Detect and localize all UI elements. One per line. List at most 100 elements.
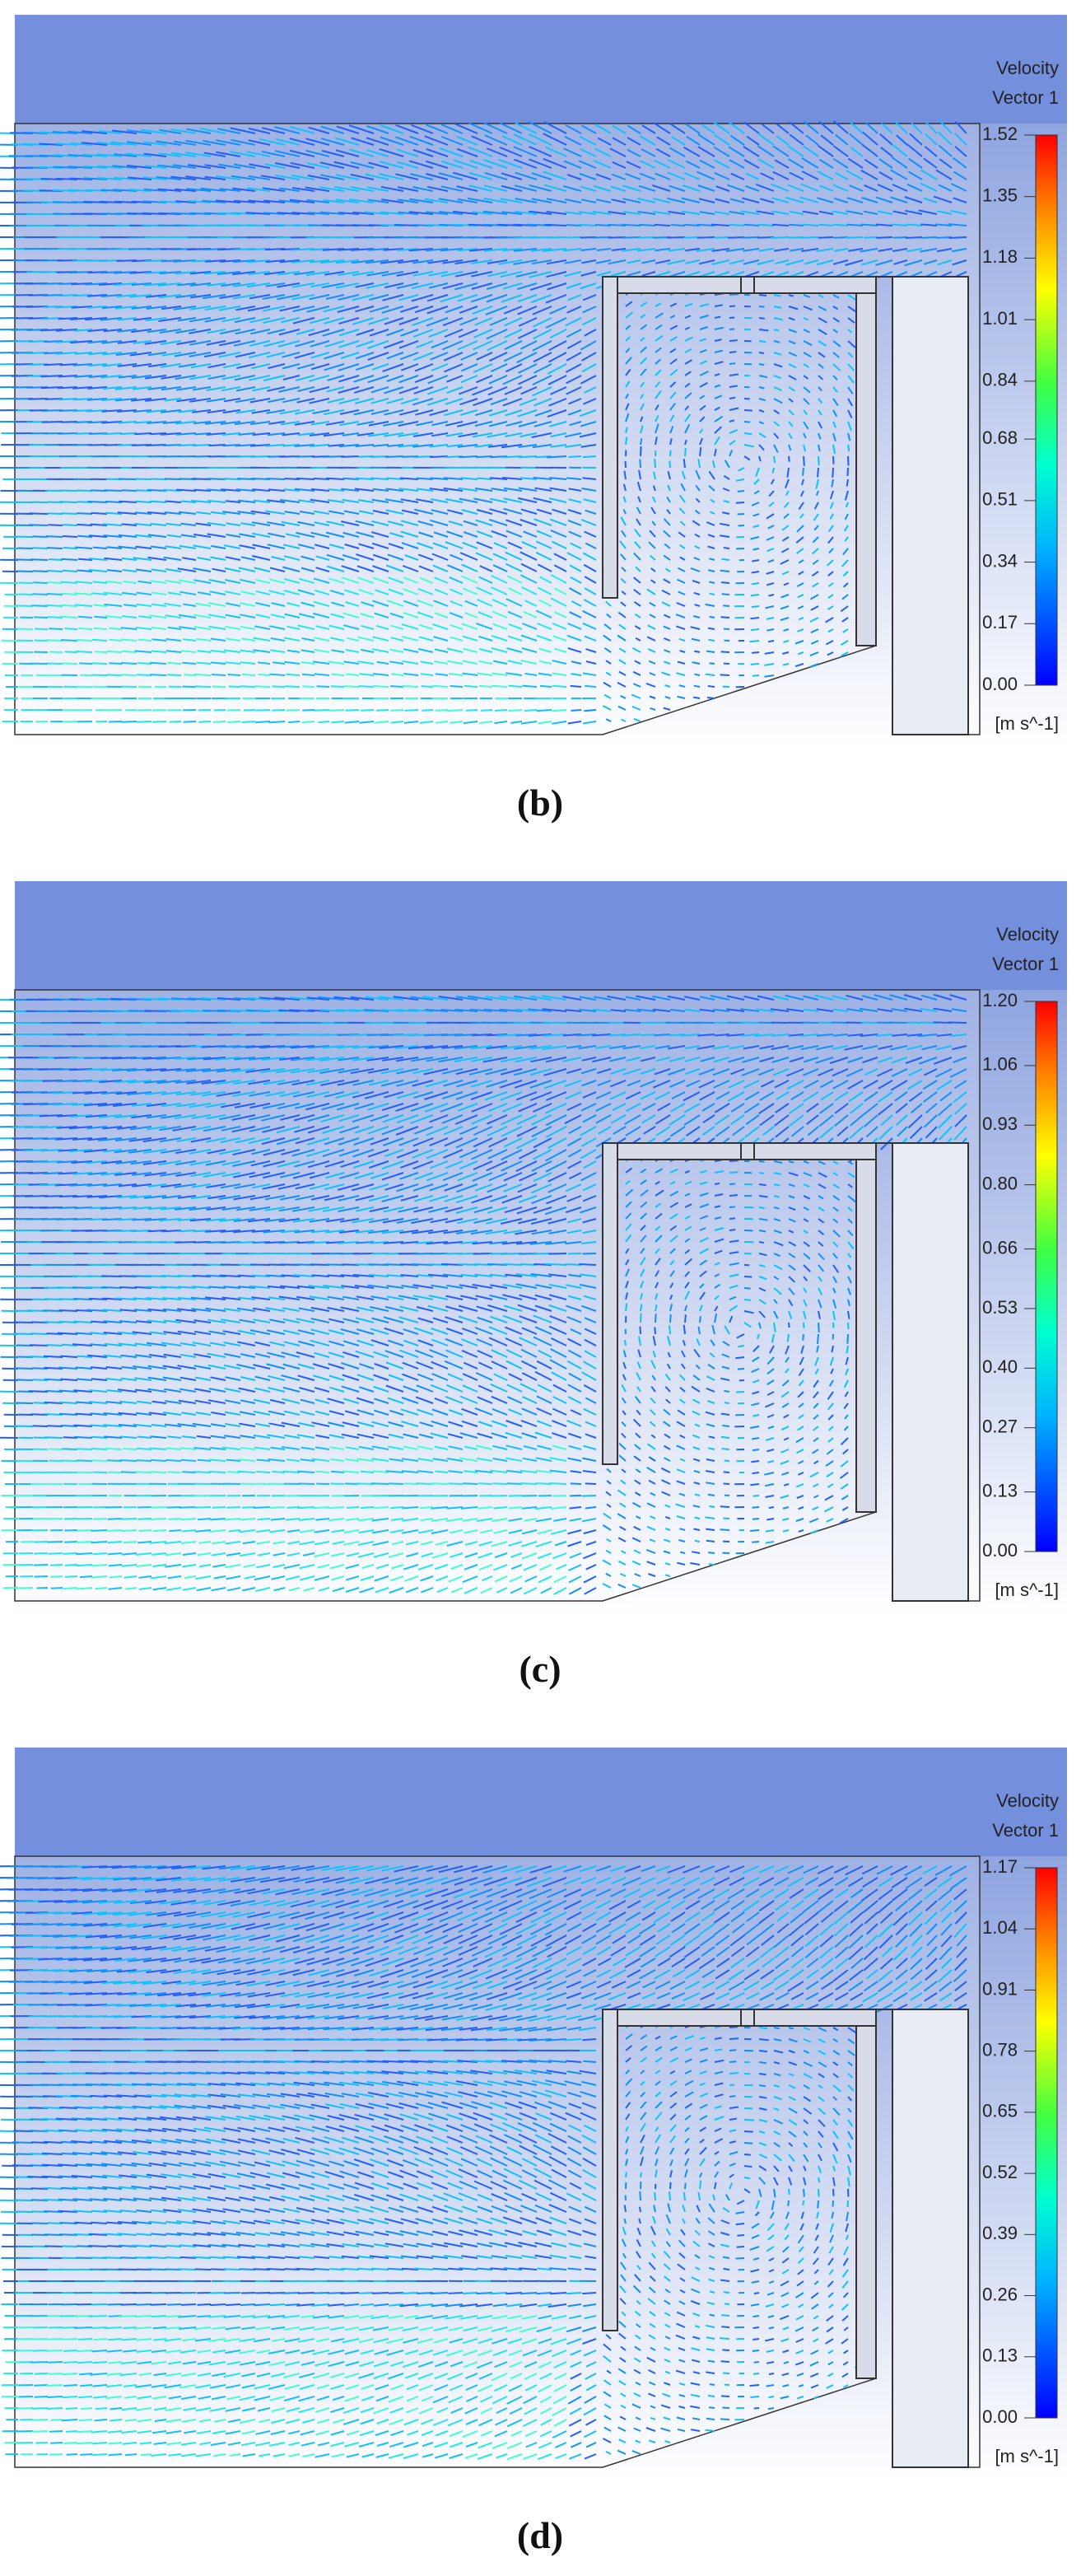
vector: [532, 259, 552, 265]
vector: [685, 248, 701, 252]
vector: [187, 164, 212, 169]
vector: [421, 685, 434, 688]
tick-label: 1.18: [982, 246, 1018, 267]
vector: [196, 661, 212, 665]
vector: [655, 358, 662, 365]
vector: [641, 259, 656, 264]
vector: [580, 236, 597, 239]
vector: [625, 336, 631, 342]
vector: [77, 615, 93, 618]
vector: [174, 352, 197, 357]
vector: [290, 161, 315, 169]
vector: [787, 145, 804, 157]
vector: [832, 145, 849, 157]
vector: [504, 340, 523, 351]
vector: [737, 513, 745, 516]
vector: [235, 306, 256, 311]
vector: [803, 340, 813, 347]
vector: [803, 352, 812, 358]
vector: [528, 210, 552, 215]
vector: [161, 1230, 182, 1233]
vector: [515, 171, 538, 180]
vector: [53, 166, 78, 169]
vector: [861, 259, 878, 266]
vector: [758, 1172, 765, 1174]
vector: [789, 121, 804, 134]
vector: [295, 455, 315, 458]
vector: [438, 172, 464, 180]
vector: [729, 396, 736, 399]
vector: [911, 122, 923, 134]
vector: [720, 581, 730, 584]
fluid-domain: [14, 123, 981, 735]
vector: [513, 248, 538, 252]
vector: [277, 294, 301, 301]
vector: [46, 570, 63, 572]
vector: [625, 348, 631, 353]
vector: [671, 136, 686, 146]
vector: [581, 363, 597, 373]
vector: [322, 329, 345, 337]
vector: [578, 223, 597, 226]
vector: [453, 171, 478, 180]
vector: [948, 1021, 967, 1024]
vector: [319, 161, 345, 169]
vector: [565, 317, 582, 327]
vector: [117, 329, 137, 333]
vector: [536, 709, 552, 712]
vector: [878, 171, 893, 180]
vector: [585, 684, 597, 688]
vector: [758, 317, 765, 320]
vector: [120, 662, 137, 665]
vector: [331, 721, 345, 724]
vector: [699, 303, 710, 307]
vector: [241, 721, 256, 724]
vector: [265, 282, 286, 287]
vector: [94, 651, 108, 653]
vector: [924, 146, 938, 157]
vector: [456, 185, 478, 192]
vector: [133, 340, 152, 344]
vector: [729, 211, 745, 215]
vector: [233, 259, 256, 264]
vector: [684, 302, 693, 307]
vector: [578, 211, 597, 215]
vector: [501, 172, 523, 180]
vector: [33, 581, 49, 584]
vector: [292, 317, 315, 324]
vector: [549, 329, 567, 338]
vector: [528, 120, 552, 134]
vector: [545, 146, 567, 157]
vector: [893, 259, 908, 265]
vector: [175, 294, 197, 299]
vector: [109, 721, 123, 723]
vector: [310, 340, 330, 348]
vector: [745, 184, 760, 192]
vector: [773, 352, 782, 356]
vector: [44, 306, 63, 308]
vector: [459, 306, 478, 314]
vector: [746, 135, 760, 146]
vector: [397, 186, 419, 192]
vector: [543, 121, 567, 134]
vector: [818, 455, 820, 466]
vector: [581, 317, 597, 326]
vector: [117, 363, 137, 367]
vector: [395, 136, 419, 146]
vector: [758, 340, 766, 343]
vector: [655, 324, 663, 330]
vector: [773, 306, 782, 309]
vector: [170, 128, 197, 134]
vector: [58, 432, 78, 435]
vector: [745, 172, 760, 180]
vector: [289, 149, 315, 157]
vector: [609, 147, 627, 157]
vector: [904, 259, 923, 267]
vector: [426, 317, 449, 327]
vector: [373, 685, 389, 688]
vector: [219, 188, 241, 192]
vector: [321, 138, 345, 146]
vector: [669, 1314, 672, 1323]
vector: [189, 317, 212, 323]
vector: [245, 212, 271, 215]
